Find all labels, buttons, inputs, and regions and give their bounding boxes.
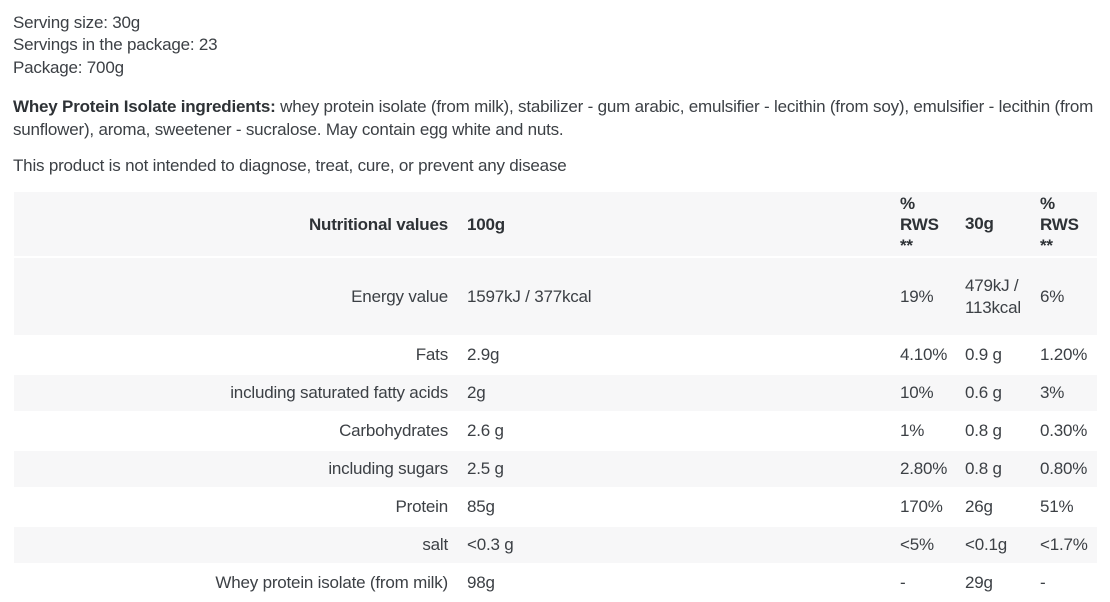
table-row: including saturated fatty acids 2g 10% 0… [14, 375, 1097, 412]
value-rws-30g: - [1040, 573, 1046, 593]
value-per-100g: 2.9g [467, 345, 500, 365]
value-rws-30g: 6% [1040, 286, 1065, 306]
value-per-30g: 26g [965, 497, 993, 517]
row-label: Energy value [351, 286, 448, 306]
value-rws-100g: <5% [900, 535, 934, 555]
value-rws-100g: 2.80% [900, 459, 948, 479]
ingredients-paragraph: Whey Protein Isolate ingredients: whey p… [13, 96, 1097, 141]
value-rws-100g: 1% [900, 421, 925, 441]
value-per-30g: 0.9 g [965, 345, 1002, 365]
servings-in-package-line: Servings in the package: 23 [13, 35, 218, 55]
row-label: including sugars [328, 459, 448, 479]
row-label: Protein [395, 497, 449, 517]
value-per-30g: 0.8 g [965, 459, 1002, 479]
value-rws-100g: 4.10% [900, 345, 948, 365]
value-rws-30g: 3% [1040, 383, 1065, 403]
value-per-30g: <0.1g [965, 535, 1008, 555]
table-row: salt <0.3 g <5% <0.1g <1.7% [14, 527, 1097, 564]
row-label: Fats [415, 345, 448, 365]
value-per-100g: 2.6 g [467, 421, 504, 441]
header-100g: 100g [467, 214, 505, 234]
row-label: Whey protein isolate (from milk) [215, 573, 448, 593]
value-rws-100g: 19% [900, 286, 934, 306]
value-per-30g: 479kJ / 113kcal [965, 275, 1021, 317]
ingredients-text: whey protein isolate (from milk), stabil… [13, 97, 1094, 139]
row-label: including saturated fatty acids [230, 383, 448, 403]
value-rws-30g: <1.7% [1040, 535, 1088, 555]
package-size-line: Package: 700g [13, 57, 124, 77]
value-per-100g: 85g [467, 497, 495, 517]
serving-size-line: Serving size: 30g [13, 13, 141, 32]
value-per-30g: 29g [965, 573, 993, 593]
header-rws-100g: % RWS ** [900, 193, 939, 255]
disclaimer-text: This product is not intended to diagnose… [13, 156, 567, 176]
table-row: Protein 85g 170% 26g 51% [14, 489, 1097, 526]
value-per-30g: 0.6 g [965, 383, 1002, 403]
row-label: Carbohydrates [339, 421, 448, 441]
value-per-100g: 2g [467, 383, 486, 403]
value-per-100g: 2.5 g [467, 459, 504, 479]
table-row: Carbohydrates 2.6 g 1% 0.8 g 0.30% [14, 413, 1097, 450]
nutrition-table-header-row: Nutritional values 100g % RWS ** 30g % R… [14, 192, 1097, 257]
nutrition-table: Nutritional values 100g % RWS ** 30g % R… [14, 192, 1097, 602]
value-rws-100g: 10% [900, 383, 934, 403]
value-rws-30g: 1.20% [1040, 345, 1088, 365]
value-rws-30g: 0.80% [1040, 459, 1088, 479]
header-30g: 30g [965, 214, 994, 234]
ingredients-label: Whey Protein Isolate ingredients: [13, 97, 276, 117]
value-rws-100g: - [900, 573, 906, 593]
value-per-30g: 0.8 g [965, 421, 1002, 441]
value-rws-30g: 51% [1040, 497, 1074, 517]
table-row: Fats 2.9g 4.10% 0.9 g 1.20% [14, 337, 1097, 374]
value-per-100g: 98g [467, 573, 495, 593]
value-per-100g: 1597kJ / 377kcal [467, 286, 592, 306]
row-label: salt [422, 535, 448, 555]
table-row: Energy value 1597kJ / 377kcal 19% 479kJ … [14, 258, 1097, 336]
header-rws-30g: % RWS ** [1040, 193, 1079, 255]
table-row: including sugars 2.5 g 2.80% 0.8 g 0.80% [14, 451, 1097, 488]
header-nutritional-values: Nutritional values [308, 214, 448, 234]
value-rws-30g: 0.30% [1040, 421, 1088, 441]
value-per-100g: <0.3 g [467, 535, 514, 555]
table-row: Whey protein isolate (from milk) 98g - 2… [14, 565, 1097, 602]
nutrition-table-body: Energy value 1597kJ / 377kcal 19% 479kJ … [14, 258, 1097, 602]
value-rws-100g: 170% [900, 497, 943, 517]
